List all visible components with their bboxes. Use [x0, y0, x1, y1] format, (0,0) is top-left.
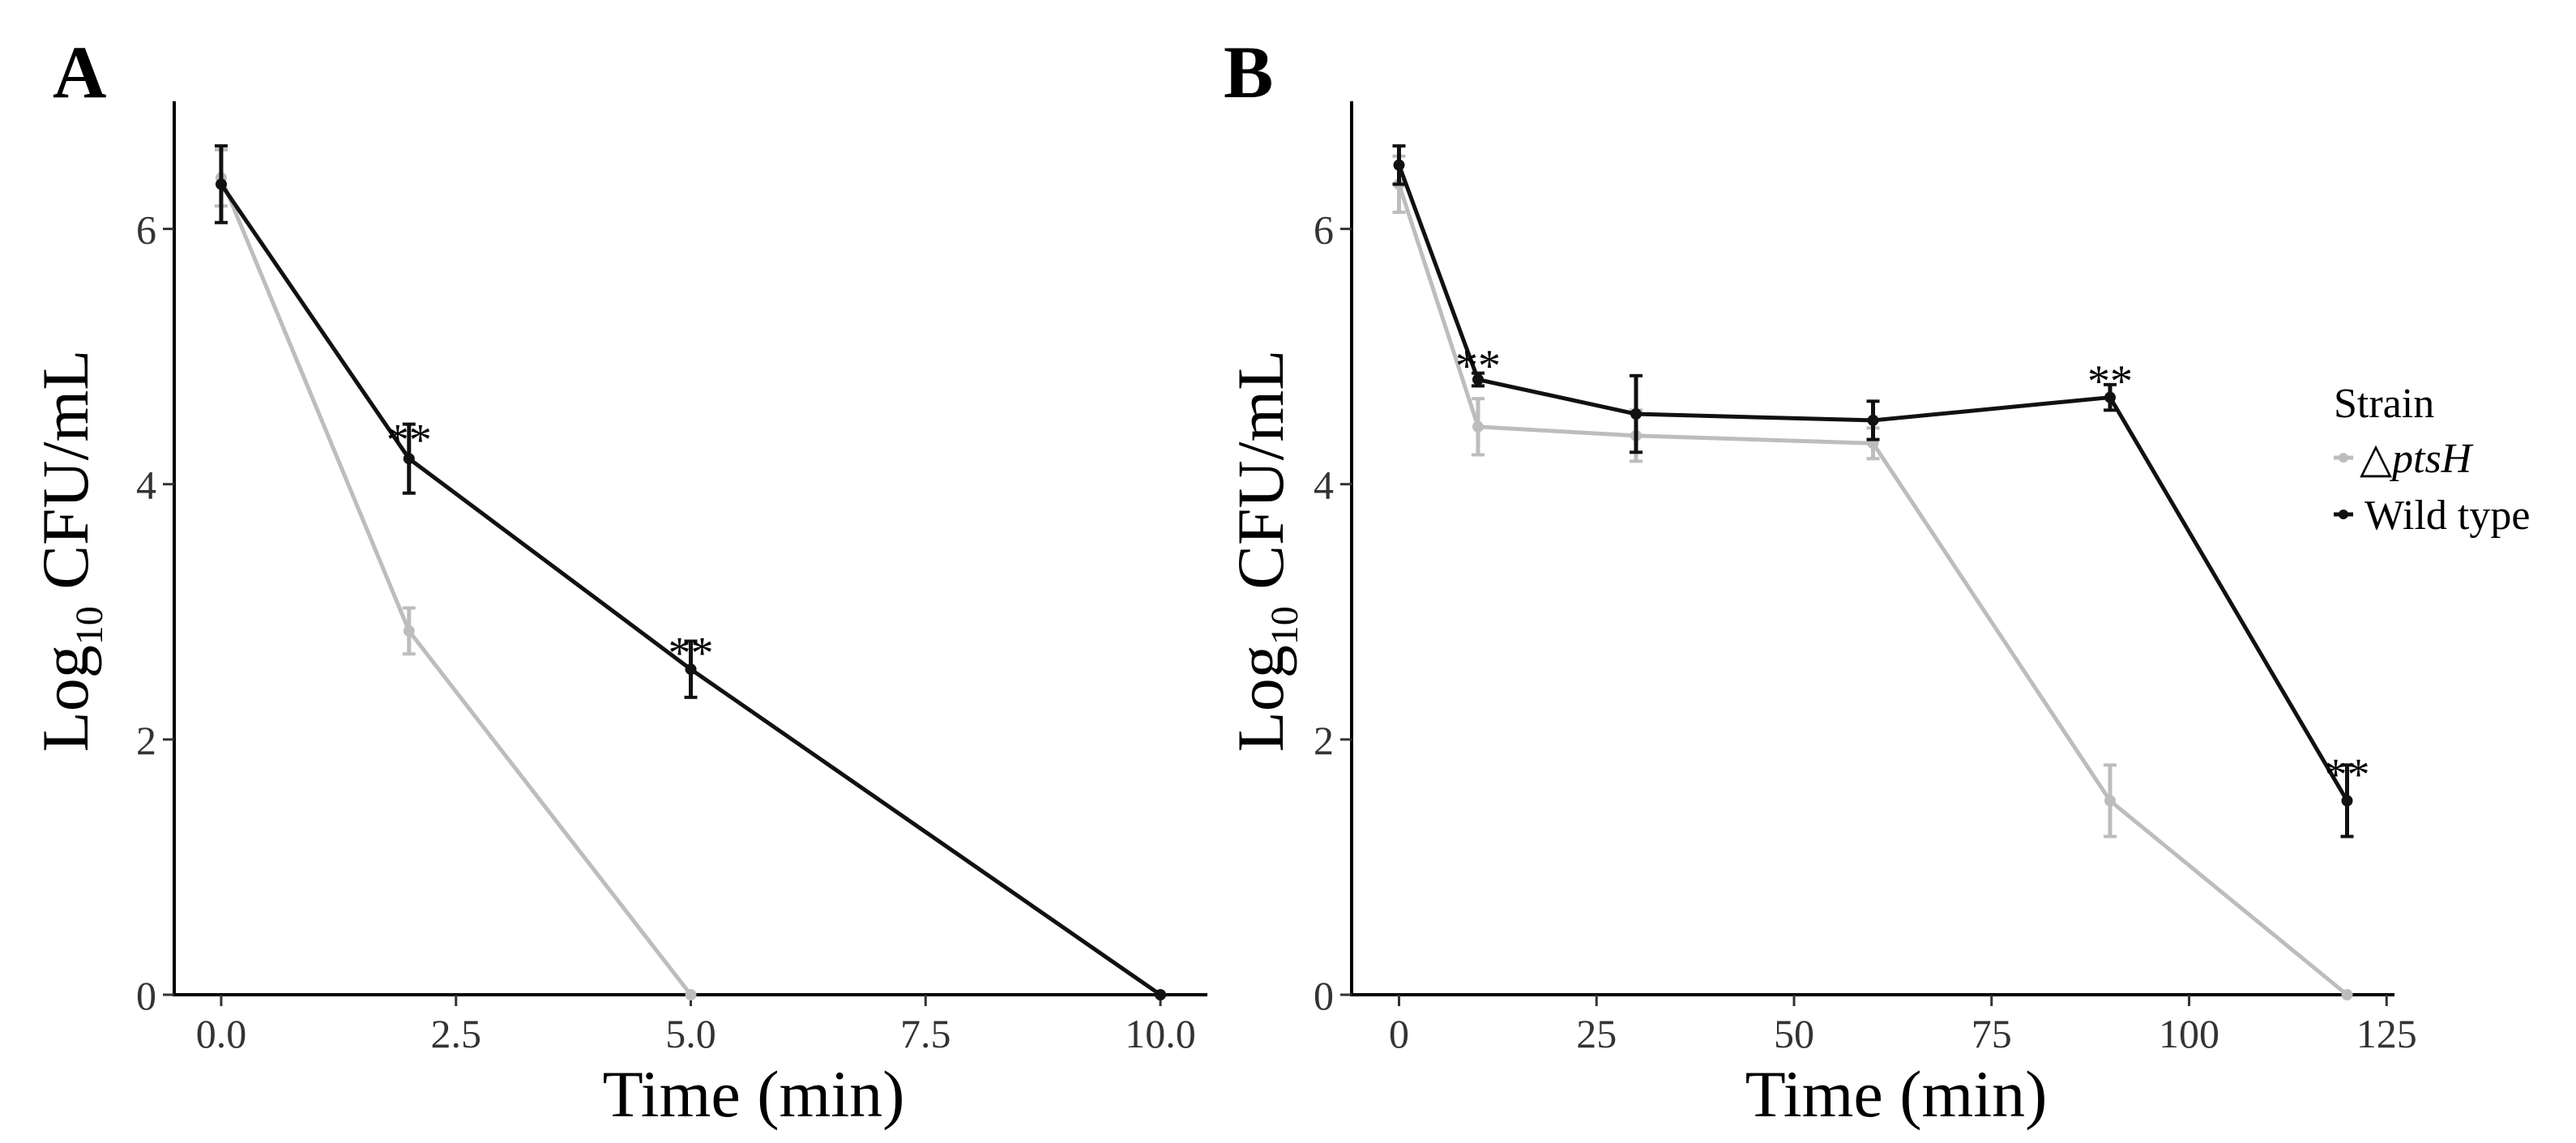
panel-b-series-line-dpts — [1397, 183, 2349, 996]
panel-a-data-point-wild-type — [685, 663, 697, 676]
panel-b-significance-label: ** — [2325, 749, 2370, 800]
panel-b-significance-label: ** — [2087, 356, 2133, 407]
panel-b-x-tick-label: 125 — [2356, 1011, 2417, 1056]
panel-b-data-point-wild-type — [1630, 408, 1642, 420]
panel-a-y-title-prefix: Log — [28, 645, 102, 752]
panel-a-y-title-suffix: CFU/mL — [28, 350, 102, 607]
legend-symbol-dpts: △ — [2360, 436, 2392, 482]
panel-a-data-point-wild-type — [403, 453, 415, 465]
panel-b-significance-label: ** — [1455, 341, 1501, 391]
panel-a-y-tick-label: 0 — [136, 973, 156, 1018]
panel-a-data-point-wild-type — [215, 178, 227, 190]
panel-a-annotations: ** ** — [387, 416, 714, 679]
panel-a-data-point-wild-type — [1155, 989, 1167, 1000]
panel-a-y-tick-label: 4 — [136, 463, 156, 508]
panel-b-x-tick-label: 75 — [1972, 1011, 2012, 1056]
legend: Strain △ptsH Wild type — [2334, 381, 2530, 539]
panel-b-y-axis-title: Log10 CFU/mL — [1224, 350, 1306, 753]
legend-entry-wild-type: Wild type — [2334, 493, 2530, 539]
panel-b-data-point-dpts — [1472, 420, 1484, 433]
panel-label-b: B — [1224, 31, 1273, 113]
panel-b-y-tick-label: 2 — [1314, 718, 1334, 763]
panel-a-y-tick-label: 2 — [136, 718, 156, 763]
panel-a-y-title-subscript: 10 — [68, 606, 111, 645]
legend-entry-dpts: △ptsH — [2334, 436, 2474, 482]
panel-b-y-tick-label: 0 — [1314, 973, 1334, 1018]
panel-b-y-title-subscript: 10 — [1263, 606, 1306, 645]
panel-a-x-tick-label: 0.0 — [196, 1011, 247, 1056]
panel-a-axes: 0.0 2.5 5.0 7.5 10.0 0 2 4 6 — [136, 101, 1207, 1056]
panel-b-x-tick-label: 50 — [1774, 1011, 1814, 1056]
panel-a-x-tick-label: 7.5 — [900, 1011, 951, 1056]
panel-b-y-title-prefix: Log — [1224, 645, 1297, 752]
panel-a-x-tick-label: 10.0 — [1125, 1011, 1196, 1056]
legend-marker-dpts — [2339, 453, 2348, 463]
panel-a-series-line-wild-type — [219, 183, 1162, 997]
panel-b: B 0 25 50 75 100 125 0 2 4 6 ** ** ** Time (min) Lo… — [1224, 31, 2417, 1131]
panel-b-annotations: ** ** ** — [1455, 341, 2370, 800]
panel-a: A 0.0 2.5 5.0 7.5 10.0 0 2 4 6 ** ** Time (min) L… — [28, 31, 1207, 1131]
panel-a-series — [214, 144, 1167, 1000]
panel-label-a: A — [53, 31, 106, 113]
panel-b-data-point-wild-type — [2341, 795, 2353, 807]
panel-a-y-tick-label: 6 — [136, 207, 156, 253]
panel-a-y-axis-title: Log10 CFU/mL — [28, 350, 111, 753]
panel-b-data-point-dpts — [2104, 795, 2116, 807]
panel-b-y-title-suffix: CFU/mL — [1224, 350, 1297, 607]
panel-b-data-point-wild-type — [2104, 391, 2116, 403]
panel-a-series-line-dpts — [219, 177, 693, 996]
panel-a-data-point-dpts — [685, 989, 697, 1000]
legend-label-dpts: △ptsH — [2360, 436, 2474, 482]
panel-b-x-tick-label: 100 — [2159, 1011, 2219, 1056]
panel-b-data-point-wild-type — [1867, 414, 1879, 426]
legend-marker-wild-type — [2339, 510, 2348, 519]
panel-b-x-axis-title: Time (min) — [1745, 1057, 2048, 1131]
panel-b-axes: 0 25 50 75 100 125 0 2 4 6 — [1314, 101, 2417, 1056]
panel-a-significance-label: ** — [387, 416, 432, 466]
panel-a-significance-label: ** — [669, 629, 714, 679]
panel-b-data-point-dpts — [2341, 989, 2353, 1000]
panel-b-data-point-wild-type — [1393, 159, 1405, 171]
panel-a-x-tick-label: 2.5 — [430, 1011, 481, 1056]
panel-b-series — [1392, 144, 2354, 1000]
panel-b-y-tick-label: 6 — [1314, 207, 1334, 253]
panel-a-data-point-dpts — [403, 625, 415, 637]
panel-b-y-tick-label: 4 — [1314, 463, 1334, 508]
legend-label-wild-type: Wild type — [2365, 493, 2530, 539]
panel-b-x-tick-label: 25 — [1576, 1011, 1617, 1056]
legend-title: Strain — [2334, 381, 2434, 427]
legend-text-dpts: ptsH — [2389, 436, 2474, 482]
panel-b-x-tick-label: 0 — [1389, 1011, 1409, 1056]
panel-b-data-point-wild-type — [1472, 373, 1484, 386]
panel-b-series-line-wild-type — [1397, 164, 2349, 802]
panel-a-x-tick-label: 5.0 — [665, 1011, 716, 1056]
panel-a-x-axis-title: Time (min) — [603, 1057, 905, 1131]
